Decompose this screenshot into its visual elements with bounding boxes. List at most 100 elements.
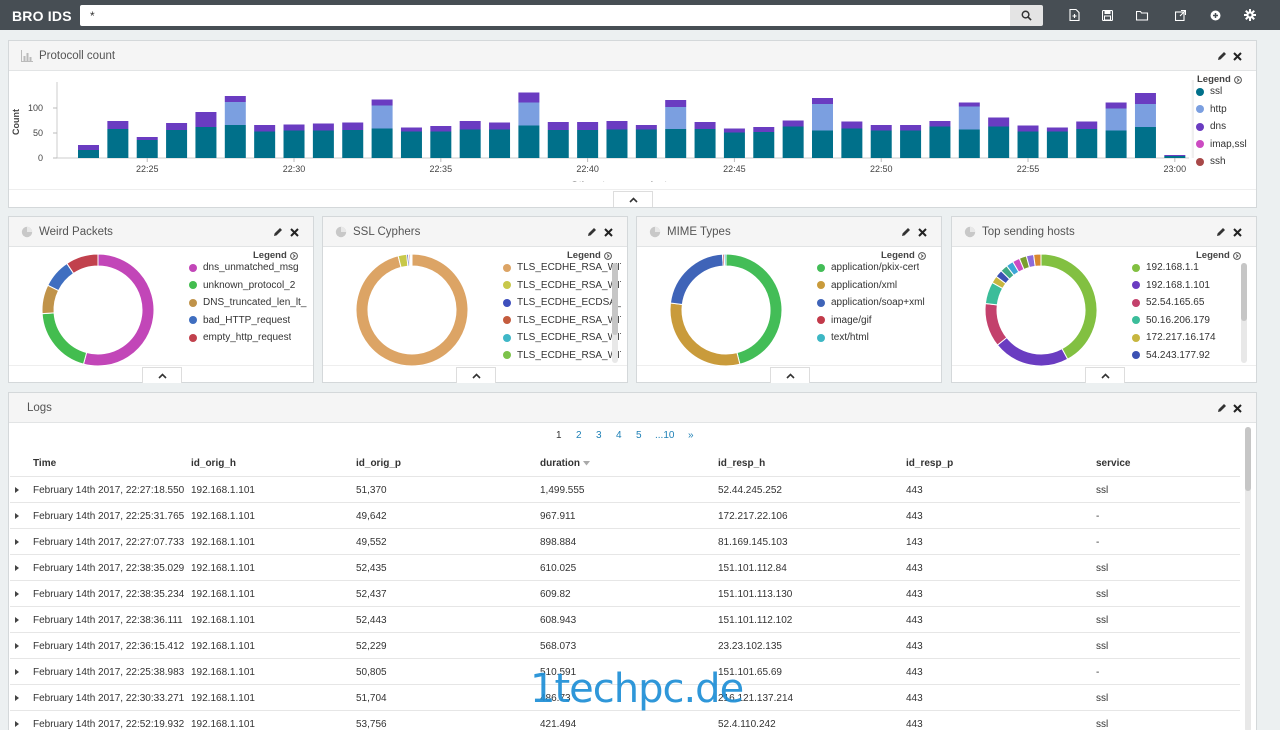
edit-icon[interactable]	[586, 226, 598, 238]
page-link-4[interactable]: 4	[616, 430, 622, 441]
page-link-1[interactable]: 1	[556, 430, 562, 441]
collapse-button[interactable]	[770, 367, 810, 383]
edit-icon[interactable]	[272, 226, 284, 238]
table-row[interactable]: February 14th 2017, 22:25:31.765 192.168.…	[10, 502, 1240, 528]
page-link-10[interactable]: ...10	[655, 430, 675, 441]
share-icon[interactable]	[1172, 7, 1188, 23]
legend-item[interactable]: TLS_ECDHE_RSA_WIT...	[503, 350, 621, 361]
page-next[interactable]: »	[688, 430, 694, 441]
legend-item[interactable]: image/gif	[817, 315, 872, 326]
close-icon[interactable]	[916, 226, 928, 238]
add-panel-icon[interactable]	[1207, 7, 1223, 23]
table-row[interactable]: February 14th 2017, 22:36:15.412 192.168.…	[10, 632, 1240, 658]
logs-scrollbar[interactable]	[1245, 427, 1251, 730]
close-icon[interactable]	[602, 226, 614, 238]
close-icon[interactable]	[288, 226, 300, 238]
legend-item[interactable]: TLS_ECDHE_RSA_WIT...	[503, 262, 621, 273]
new-dashboard-icon[interactable]	[1066, 7, 1082, 23]
legend-scrollbar[interactable]	[1241, 263, 1247, 363]
edit-icon[interactable]	[1216, 402, 1228, 414]
expand-row-icon[interactable]	[15, 539, 19, 545]
legend-item[interactable]: application/xml	[817, 280, 897, 291]
legend-item[interactable]: bad_HTTP_request	[189, 315, 290, 326]
legend-item[interactable]: dns	[1196, 121, 1226, 132]
table-row[interactable]: February 14th 2017, 22:25:38.983 192.168.…	[10, 658, 1240, 684]
expand-row-icon[interactable]	[15, 487, 19, 493]
legend-scrollbar[interactable]	[612, 263, 618, 363]
column-header-id-orig-h[interactable]: id_orig_h	[191, 458, 237, 469]
scroll-thumb[interactable]	[1241, 263, 1247, 321]
legend-toggle-icon[interactable]	[917, 251, 926, 260]
column-header-duration[interactable]: duration	[540, 458, 590, 469]
table-row[interactable]: February 14th 2017, 22:38:35.029 192.168.…	[10, 554, 1240, 580]
column-header-time[interactable]: Time	[33, 458, 57, 469]
gear-icon[interactable]	[1242, 7, 1258, 23]
expand-row-icon[interactable]	[15, 643, 19, 649]
column-header-id-orig-p[interactable]: id_orig_p	[356, 458, 402, 469]
table-row[interactable]: February 14th 2017, 22:38:36.111 192.168.…	[10, 606, 1240, 632]
expand-row-icon[interactable]	[15, 565, 19, 571]
legend-item[interactable]: 192.168.1.101	[1132, 280, 1210, 291]
expand-row-icon[interactable]	[15, 669, 19, 675]
legend-item[interactable]: application/soap+xml	[817, 297, 925, 308]
legend-toggle-icon[interactable]	[1233, 75, 1242, 84]
legend-item[interactable]: 172.217.16.174	[1132, 332, 1216, 343]
scroll-thumb[interactable]	[1245, 427, 1251, 491]
close-icon[interactable]	[1231, 50, 1243, 62]
legend-item[interactable]: imap,ssl	[1196, 139, 1247, 150]
column-header-service[interactable]: service	[1096, 458, 1131, 469]
legend-item[interactable]: ssh	[1196, 156, 1226, 167]
column-header-id-resp-p[interactable]: id_resp_p	[906, 458, 954, 469]
legend-item[interactable]: 54.243.177.92	[1132, 350, 1210, 361]
legend-item[interactable]: 50.16.206.179	[1132, 315, 1210, 326]
search-input[interactable]	[80, 5, 1010, 26]
close-icon[interactable]	[1231, 402, 1243, 414]
legend-toggle-icon[interactable]	[1232, 251, 1241, 260]
page-link-2[interactable]: 2	[576, 430, 582, 441]
legend-item[interactable]: TLS_ECDHE_RSA_WIT...	[503, 315, 621, 326]
legend-item[interactable]: application/pkix-cert	[817, 262, 919, 273]
expand-row-icon[interactable]	[15, 591, 19, 597]
edit-icon[interactable]	[900, 226, 912, 238]
legend-toggle-icon[interactable]	[603, 251, 612, 260]
legend-toggle-icon[interactable]	[289, 251, 298, 260]
edit-icon[interactable]	[1215, 226, 1227, 238]
legend-item[interactable]: ssl	[1196, 86, 1222, 97]
legend-item[interactable]: unknown_protocol_2	[189, 280, 295, 291]
sort-desc-icon[interactable]	[583, 461, 590, 466]
legend-item[interactable]: TLS_ECDHE_ECDSA_...	[503, 297, 621, 308]
search-button[interactable]	[1010, 5, 1043, 26]
collapse-button[interactable]	[613, 191, 653, 207]
expand-row-icon[interactable]	[15, 695, 19, 701]
legend-item[interactable]: TLS_ECDHE_RSA_WIT...	[503, 280, 621, 291]
legend-item[interactable]: DNS_truncated_len_lt_...	[189, 297, 307, 308]
expand-row-icon[interactable]	[15, 721, 19, 727]
table-row[interactable]: February 14th 2017, 22:30:33.271 192.168.…	[10, 684, 1240, 710]
column-header-id-resp-h[interactable]: id_resp_h	[718, 458, 766, 469]
legend-item[interactable]: 52.54.165.65	[1132, 297, 1204, 308]
collapse-button[interactable]	[142, 367, 182, 383]
collapse-button[interactable]	[1085, 367, 1125, 383]
legend-item[interactable]: empty_http_request	[189, 332, 291, 343]
edit-icon[interactable]	[1216, 50, 1228, 62]
scroll-thumb[interactable]	[612, 263, 618, 335]
legend-label: TLS_ECDHE_ECDSA_...	[517, 297, 621, 308]
legend-item[interactable]: TLS_ECDHE_RSA_WIT...	[503, 332, 621, 343]
expand-row-icon[interactable]	[15, 617, 19, 623]
legend-item[interactable]: text/html	[817, 332, 869, 343]
table-row[interactable]: February 14th 2017, 22:27:18.550 192.168.…	[10, 476, 1240, 502]
table-row[interactable]: February 14th 2017, 22:27:07.733 192.168.…	[10, 528, 1240, 554]
table-row[interactable]: February 14th 2017, 22:52:19.932 192.168.…	[10, 710, 1240, 730]
close-icon[interactable]	[1231, 226, 1243, 238]
collapse-button[interactable]	[456, 367, 496, 383]
table-row[interactable]: February 14th 2017, 22:38:35.234 192.168.…	[10, 580, 1240, 606]
page-link-3[interactable]: 3	[596, 430, 602, 441]
legend-item[interactable]: 192.168.1.1	[1132, 262, 1199, 273]
legend-item[interactable]: http	[1196, 104, 1227, 115]
legend-item[interactable]: dns_unmatched_msg	[189, 262, 299, 273]
expand-row-icon[interactable]	[15, 513, 19, 519]
page-link-5[interactable]: 5	[636, 430, 642, 441]
save-icon[interactable]	[1099, 7, 1115, 23]
app-brand[interactable]: BRO IDS	[12, 8, 72, 24]
open-icon[interactable]	[1134, 7, 1150, 23]
